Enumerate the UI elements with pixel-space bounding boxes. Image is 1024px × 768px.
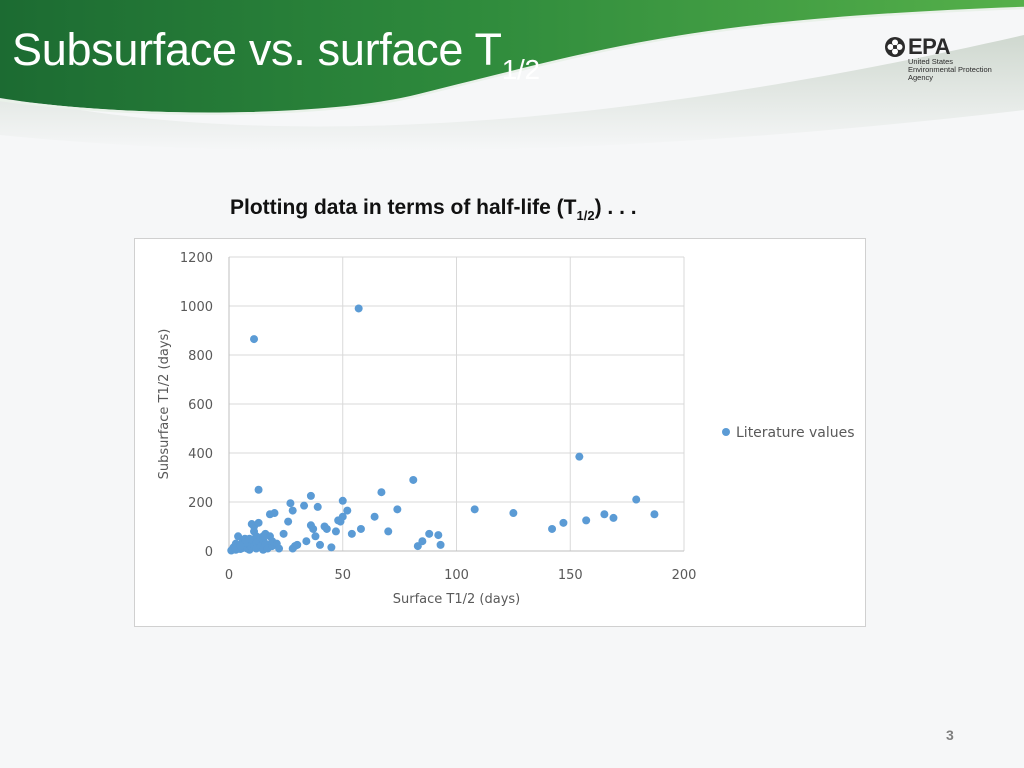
data-point	[306, 491, 315, 500]
epa-logo-line-2: Environmental Protection	[908, 65, 992, 74]
data-point	[245, 534, 254, 543]
data-point	[311, 532, 320, 541]
data-point	[288, 506, 297, 515]
data-point	[236, 542, 245, 551]
y-tick-label: 1200	[180, 251, 213, 266]
data-point	[322, 524, 331, 533]
data-point	[313, 502, 322, 511]
header-swoosh	[0, 0, 1024, 150]
x-axis-title: Surface T1/2 (days)	[393, 592, 520, 607]
data-point	[284, 517, 293, 526]
chart-gridlines	[229, 256, 685, 551]
data-point	[347, 529, 356, 538]
x-tick-label: 100	[444, 568, 469, 583]
legend-label: Literature values	[736, 425, 855, 441]
data-point	[356, 524, 365, 533]
chart-caption-end: ) . . .	[594, 196, 637, 219]
data-point	[377, 488, 386, 497]
data-point	[286, 499, 295, 508]
y-tick-label: 0	[205, 545, 213, 560]
data-point	[425, 529, 434, 538]
data-point	[509, 509, 518, 518]
data-point	[338, 496, 347, 505]
data-point	[254, 485, 263, 494]
epa-flower-icon	[885, 37, 905, 57]
data-point	[559, 518, 568, 527]
y-axis-title: Subsurface T1/2 (days)	[157, 329, 172, 480]
epa-logo-line-1: United States	[908, 57, 954, 66]
legend-marker	[722, 428, 730, 436]
data-point	[609, 513, 618, 522]
data-point	[338, 512, 347, 521]
data-point	[436, 540, 445, 549]
slide-title-subscript: 1/2	[501, 54, 540, 85]
data-point	[270, 509, 279, 518]
data-point	[259, 532, 268, 541]
scatter-chart-svg: 0 200 400 600 800 1000 1200 0 50 100 150 200 Surface…	[157, 251, 855, 607]
chart-labels: 0 200 400 600 800 1000 1200 0 50 100 150 200 Surface…	[157, 251, 696, 607]
data-point	[300, 501, 309, 510]
data-point	[316, 540, 324, 549]
epa-logo-agency-name: United States Environmental Protection A…	[908, 58, 992, 82]
y-tick-label: 1000	[180, 300, 213, 315]
data-point	[250, 335, 259, 344]
x-tick-label: 0	[225, 568, 233, 583]
x-tick-label: 200	[672, 568, 697, 583]
chart-caption-text: Plotting data in terms of half-life (T	[230, 196, 577, 219]
chart-points	[227, 304, 659, 555]
data-point	[632, 495, 641, 504]
scatter-chart: 0 200 400 600 800 1000 1200 0 50 100 150 200 Surface…	[134, 238, 866, 627]
data-point	[309, 524, 318, 533]
data-point	[343, 506, 352, 515]
data-point	[418, 537, 427, 546]
data-point	[575, 452, 584, 461]
data-point	[327, 543, 336, 552]
chart-caption-subscript: 1/2	[576, 208, 595, 223]
data-point	[302, 537, 311, 546]
data-point	[600, 510, 609, 519]
data-point	[548, 524, 557, 533]
data-point	[354, 304, 363, 313]
y-tick-label: 800	[188, 349, 213, 364]
data-point	[293, 540, 302, 549]
y-tick-label: 400	[188, 447, 213, 462]
chart-caption: Plotting data in terms of half-life (T1/…	[230, 196, 637, 223]
data-point	[582, 516, 591, 525]
data-point	[470, 505, 479, 514]
y-tick-label: 200	[188, 496, 213, 511]
slide-title: Subsurface vs. surface T1/2	[12, 24, 540, 85]
data-point	[650, 510, 659, 519]
slide-title-text: Subsurface vs. surface T	[12, 24, 502, 75]
data-point	[275, 544, 284, 553]
chart-axes	[228, 257, 684, 552]
page-number: 3	[946, 727, 954, 743]
epa-logo: EPA United States Environmental Protecti…	[884, 34, 1014, 86]
data-point	[254, 518, 263, 527]
x-tick-label: 50	[334, 568, 351, 583]
chart-legend: Literature values	[722, 425, 855, 441]
data-point	[384, 527, 393, 536]
data-point	[409, 475, 418, 484]
slide-header: Subsurface vs. surface T1/2	[0, 0, 1024, 150]
data-point	[393, 505, 402, 514]
epa-logo-wordmark: EPA	[908, 34, 951, 59]
data-point	[331, 527, 340, 536]
data-point	[279, 529, 288, 538]
data-point	[370, 512, 379, 521]
y-tick-label: 600	[188, 398, 213, 413]
data-point	[434, 531, 443, 540]
epa-logo-line-3: Agency	[908, 73, 934, 82]
x-tick-label: 150	[558, 568, 583, 583]
